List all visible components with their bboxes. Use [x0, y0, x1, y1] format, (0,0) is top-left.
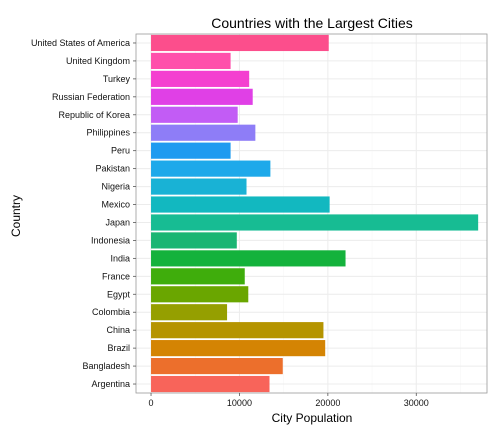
y-tick-label: Bangladesh: [82, 361, 130, 371]
chart-title: Countries with the Largest Cities: [211, 15, 413, 31]
y-tick-label: United Kingdom: [66, 56, 130, 66]
x-axis-title: City Population: [272, 411, 353, 425]
y-tick-label: United States of America: [31, 38, 130, 48]
bar: [151, 125, 255, 141]
y-tick-label: Nigeria: [101, 182, 130, 192]
y-tick-label: Egypt: [107, 289, 131, 299]
y-tick-label: Russian Federation: [52, 92, 130, 102]
bar: [151, 35, 329, 51]
y-tick-label: China: [106, 325, 130, 335]
plot-panel: [136, 34, 487, 393]
x-tick-label: 20000: [315, 398, 340, 408]
bar: [151, 358, 283, 374]
bars: [151, 35, 478, 392]
bar: [151, 161, 270, 177]
bar: [151, 89, 253, 105]
y-tick-label: Indonesia: [91, 235, 130, 245]
grid-lines: [136, 34, 487, 393]
bar: [151, 214, 478, 230]
y-tick-label: Colombia: [92, 307, 130, 317]
x-tick-label: 30000: [404, 398, 429, 408]
y-tick-label: Japan: [105, 217, 130, 227]
y-axis-title: Country: [9, 195, 23, 237]
y-tick-label: Philippines: [86, 128, 130, 138]
bar: [151, 340, 325, 356]
y-tick-label: Argentina: [91, 379, 130, 389]
x-tick-label: 0: [149, 398, 154, 408]
bar: [151, 143, 231, 159]
bar: [151, 376, 269, 392]
bar: [151, 250, 346, 266]
bar: [151, 71, 249, 87]
bar: [151, 53, 231, 69]
y-axis: United States of America United Kingdom Tu…: [31, 38, 136, 389]
y-tick-label: Pakistan: [95, 164, 130, 174]
y-tick-label: Turkey: [103, 74, 131, 84]
x-axis: 0 10000 20000 30000: [149, 393, 429, 408]
y-tick-label: Brazil: [107, 343, 130, 353]
bar: [151, 268, 245, 284]
bar: [151, 322, 323, 338]
bar: [151, 304, 227, 320]
y-tick-label: Republic of Korea: [58, 110, 130, 120]
bar: [151, 286, 248, 302]
y-tick-label: India: [110, 253, 130, 263]
x-tick-label: 10000: [227, 398, 252, 408]
bar: [151, 232, 237, 248]
y-tick-label: France: [102, 271, 130, 281]
bar: [151, 178, 246, 194]
y-tick-label: Mexico: [101, 200, 130, 210]
bar: [151, 196, 330, 212]
y-tick-label: Peru: [111, 146, 130, 156]
bar: [151, 107, 238, 123]
